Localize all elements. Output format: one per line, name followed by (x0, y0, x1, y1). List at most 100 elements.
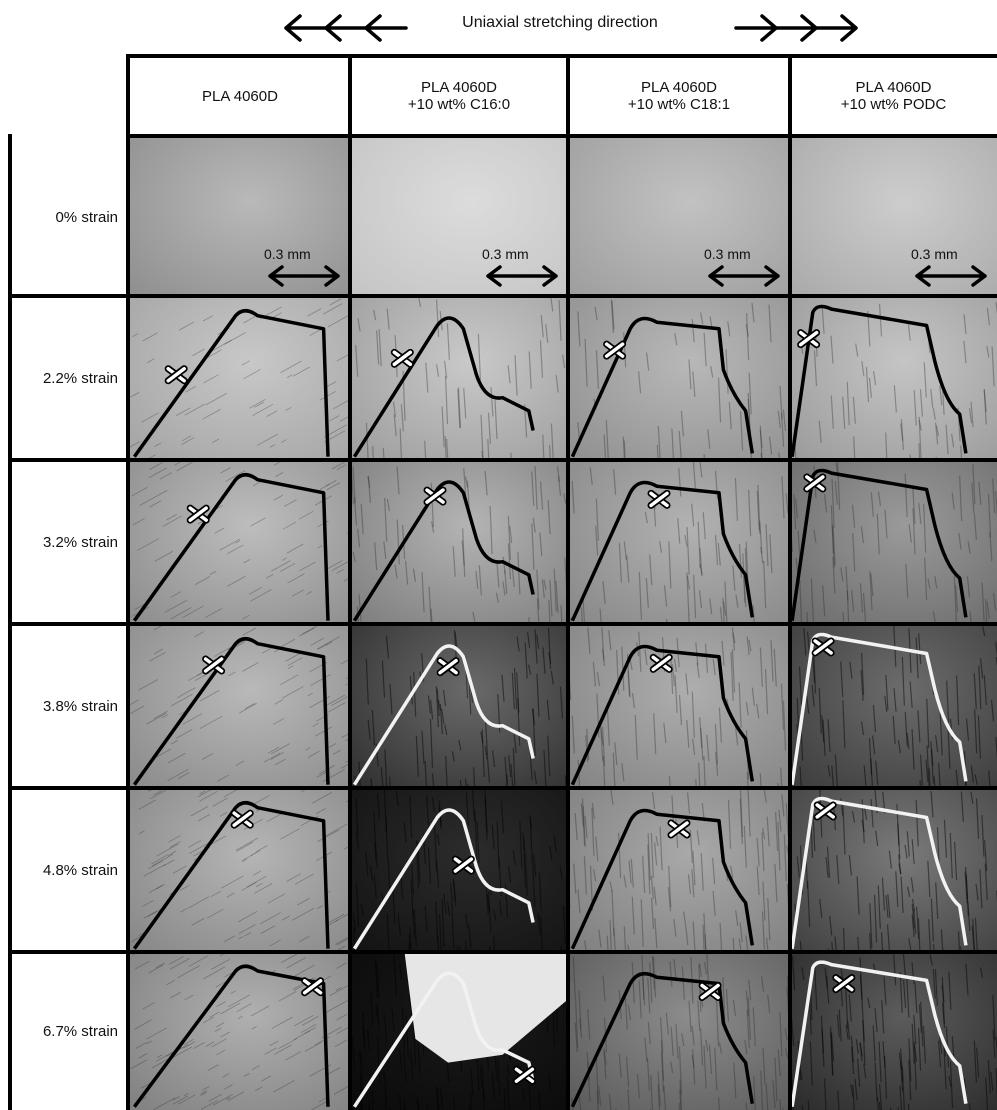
craze-streak (905, 473, 907, 517)
craze-streak (921, 755, 923, 788)
craze-streak (508, 365, 510, 383)
craze-streak (215, 1028, 221, 1032)
craze-streak (306, 592, 311, 595)
craze-streak (514, 734, 516, 753)
craze-streak (729, 402, 731, 429)
craze-streak (762, 976, 764, 991)
micrograph-texture (790, 296, 997, 460)
craze-streak (700, 590, 702, 608)
micrograph-cell-r3-c2 (350, 460, 568, 624)
craze-streak (749, 490, 751, 536)
craze-streak (184, 1093, 189, 1096)
craze-streak (317, 905, 323, 908)
micrograph-cell-r4-c1 (130, 624, 350, 788)
craze-streak (550, 580, 552, 616)
craze-streak (282, 916, 290, 920)
craze-streak (149, 965, 164, 973)
craze-streak (270, 940, 281, 946)
craze-streak (778, 822, 780, 871)
craze-streak (177, 966, 199, 978)
craze-streak (781, 767, 783, 788)
craze-streak (368, 720, 370, 740)
craze-streak (472, 789, 474, 821)
craze-streak (704, 333, 706, 366)
craze-streak (869, 378, 871, 398)
craze-streak (444, 894, 446, 914)
craze-streak (152, 854, 173, 866)
craze-streak (146, 1041, 151, 1044)
craze-streak (764, 790, 766, 803)
craze-streak (912, 729, 914, 770)
micrograph-cell-r3-c3 (568, 460, 790, 624)
craze-streak (147, 1028, 167, 1039)
strain-marker-icon (305, 981, 321, 993)
craze-streak (718, 543, 720, 566)
craze-streak (865, 807, 867, 820)
craze-streak (819, 421, 821, 443)
craze-streak (227, 893, 235, 897)
craze-streak (492, 1073, 494, 1100)
stress-strain-curve (572, 319, 752, 457)
craze-streak (739, 544, 741, 578)
craze-streak (559, 300, 561, 340)
craze-streak (131, 706, 144, 713)
craze-streak (444, 690, 446, 706)
craze-streak (138, 679, 157, 690)
craze-streak (216, 1050, 225, 1055)
craze-streak (763, 882, 765, 921)
craze-streak (320, 484, 329, 489)
column-header-line1: PLA 4060D (641, 79, 717, 96)
craze-streak (170, 958, 189, 968)
craze-streak (784, 834, 786, 881)
craze-streak (585, 816, 587, 839)
strain-marker-icon (815, 641, 831, 653)
craze-streak (961, 792, 963, 822)
craze-streak (647, 1058, 649, 1091)
column-header-line2: +10 wt% C18:1 (628, 96, 730, 113)
craze-streak (189, 956, 209, 967)
craze-streak (271, 561, 290, 572)
craze-streak (173, 866, 186, 873)
craze-streak (414, 910, 416, 947)
craze-streak (429, 587, 431, 623)
craze-streak (841, 662, 843, 697)
craze-streak (741, 411, 743, 450)
craze-streak (832, 766, 834, 788)
craze-streak (201, 1100, 218, 1109)
craze-streak (964, 341, 966, 363)
grid-border (8, 622, 997, 626)
craze-streak (270, 445, 275, 448)
craze-streak (854, 436, 856, 460)
craze-streak (538, 913, 540, 935)
craze-streak (687, 527, 689, 575)
craze-streak (239, 924, 256, 933)
craze-streak (256, 846, 267, 852)
craze-streak (713, 659, 715, 675)
strain-marker-icon (190, 508, 206, 520)
craze-streak (149, 468, 167, 478)
craze-streak (261, 913, 281, 924)
craze-streak (980, 869, 982, 908)
strain-marker-icon (234, 813, 250, 825)
craze-streak (377, 793, 379, 819)
craze-streak (130, 442, 140, 447)
craze-streak (828, 719, 830, 752)
craze-streak (819, 688, 821, 734)
craze-streak (711, 366, 713, 377)
craze-streak (495, 1052, 497, 1081)
craze-streak (404, 1101, 406, 1110)
craze-streak (217, 775, 228, 781)
craze-streak (964, 314, 966, 334)
craze-streak (139, 1053, 148, 1058)
craze-streak (492, 825, 494, 850)
strain-marker-icon (671, 823, 687, 835)
micrograph-texture (790, 138, 997, 296)
craze-streak (286, 407, 291, 410)
craze-streak (920, 389, 922, 417)
craze-streak (212, 439, 219, 443)
micrograph-cell-r1-c4: 0.3 mm (790, 138, 997, 296)
craze-streak (808, 1101, 810, 1110)
craze-streak (401, 404, 403, 431)
strain-marker-icon (455, 859, 471, 871)
craze-streak (889, 851, 891, 869)
